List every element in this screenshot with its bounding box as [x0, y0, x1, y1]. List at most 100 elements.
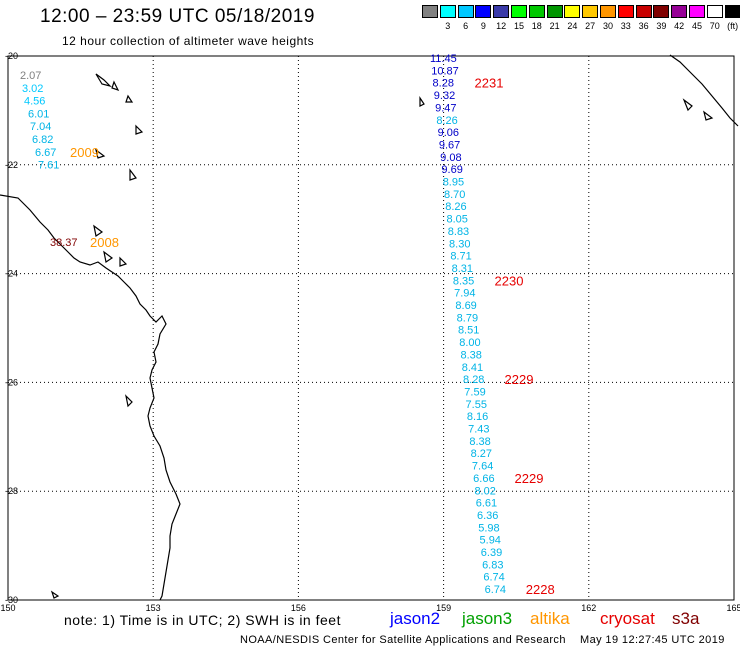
legend-swatch: [528, 5, 545, 18]
track-value: 8.00: [459, 337, 480, 349]
track-value: 8.95: [443, 177, 464, 189]
track-value: 9.47: [435, 102, 456, 114]
track-value: 6.82: [32, 134, 53, 146]
lat-label: -26: [5, 377, 18, 387]
legend-label: 42: [674, 21, 685, 31]
lat-label: -30: [5, 595, 18, 605]
track-value: 8.69: [455, 300, 476, 312]
track-value: 8.38: [460, 349, 481, 361]
legend-label: 45: [691, 21, 702, 31]
track-value: 8.02: [474, 485, 495, 497]
track-value: 6.61: [476, 498, 497, 510]
island-8: [103, 250, 114, 263]
track-value: 8.28: [433, 78, 454, 90]
track-value: 7.04: [30, 121, 51, 133]
legend-label: 70: [709, 21, 720, 31]
legend-swatch: [671, 5, 688, 18]
legend-swatch: [546, 5, 563, 18]
island-12: [682, 98, 693, 112]
track-value: 11.45: [430, 53, 457, 65]
lat-label: -20: [5, 51, 18, 61]
track-value: 6.74: [485, 584, 506, 596]
lon-label: 150: [0, 603, 15, 613]
track-value: 6.66: [473, 473, 494, 485]
lat-label: -22: [5, 160, 18, 170]
legend-swatch: [617, 5, 634, 18]
track-value: 6.01: [28, 108, 49, 120]
island-13: [703, 110, 714, 121]
map-frame: [7, 55, 735, 601]
coastline: [0, 54, 739, 601]
legend-swatch: [475, 5, 492, 18]
island-9: [119, 256, 128, 267]
legend-label: (ft): [727, 21, 739, 31]
mission-altika: altika: [530, 609, 570, 628]
track-value: 8.26: [436, 115, 457, 127]
island-6: [129, 168, 137, 181]
new-caledonia-coastline: [669, 54, 739, 127]
legend-swatch: [511, 5, 527, 18]
legend-swatch: [457, 5, 474, 18]
track-value: 6.67: [35, 147, 56, 159]
track-value: 7.94: [454, 288, 475, 300]
track-value: 8.35: [453, 275, 474, 287]
track-value: 4.56: [24, 96, 45, 108]
track-value: 6.36: [477, 510, 498, 522]
legend-swatch: [493, 5, 510, 18]
track-value: 9.67: [439, 139, 460, 151]
legend-label: 24: [567, 21, 578, 31]
lon-label: 165: [726, 603, 740, 613]
island-5: [95, 148, 106, 159]
lon-label: 156: [291, 603, 306, 613]
lat-lon-grid: [7, 55, 735, 601]
track-value: 7.43: [468, 424, 489, 436]
track-value: 6.74: [483, 572, 504, 584]
legend-label: 30: [602, 21, 613, 31]
legend-label: 27: [585, 21, 596, 31]
track-time: 2228: [526, 582, 555, 597]
island-2: [111, 80, 120, 92]
footer-credit: NOAA/NESDIS Center for Satellite Applica…: [240, 634, 566, 646]
track-value: 9.69: [441, 164, 462, 176]
track-value: 5.98: [478, 522, 499, 534]
legend-swatch: [600, 5, 616, 18]
mission-s3a: s3a: [672, 609, 700, 628]
track-value: 8.38: [469, 436, 490, 448]
track-value: 8.51: [458, 325, 479, 337]
footer-note: note: 1) Time is in UTC; 2) SWH is in fe…: [64, 612, 341, 628]
legend-swatch: [582, 5, 599, 18]
legend-label: 15: [513, 21, 524, 31]
track-value: 8.41: [462, 362, 483, 374]
legend-label: 21: [549, 21, 560, 31]
legend-label: 12: [496, 21, 507, 31]
track-value: 8.30: [449, 238, 470, 250]
track-value: 8.70: [444, 189, 465, 201]
track-value: 8.27: [471, 448, 492, 460]
island-14: [419, 96, 425, 107]
track-value: 10.87: [431, 65, 459, 77]
lon-label: 159: [436, 603, 451, 613]
track-value: 9.08: [440, 152, 461, 164]
track-value: 7.55: [466, 399, 487, 411]
map-subtitle: 12 hour collection of altimeter wave hei…: [62, 34, 315, 48]
track-value: 8.26: [445, 201, 466, 213]
track-value: 8.71: [450, 251, 471, 263]
legend-label: 9: [480, 21, 486, 31]
mission-jason3: jason3: [462, 609, 513, 628]
legend-label: 18: [531, 21, 542, 31]
track-time: 2231: [475, 76, 504, 91]
legend-label: 6: [463, 21, 469, 31]
legend-label: 39: [656, 21, 667, 31]
australia-coastline: [0, 194, 181, 601]
island-7: [93, 224, 104, 237]
track-value: 7.59: [464, 386, 485, 398]
track-time: 2230: [495, 273, 524, 288]
track-value: 8.83: [448, 226, 469, 238]
track-value: 9.06: [438, 127, 459, 139]
track-value: 8.28: [463, 374, 484, 386]
legend-swatch: [706, 5, 723, 18]
lat-label: -24: [5, 269, 18, 279]
track-time: 2229: [515, 471, 544, 486]
